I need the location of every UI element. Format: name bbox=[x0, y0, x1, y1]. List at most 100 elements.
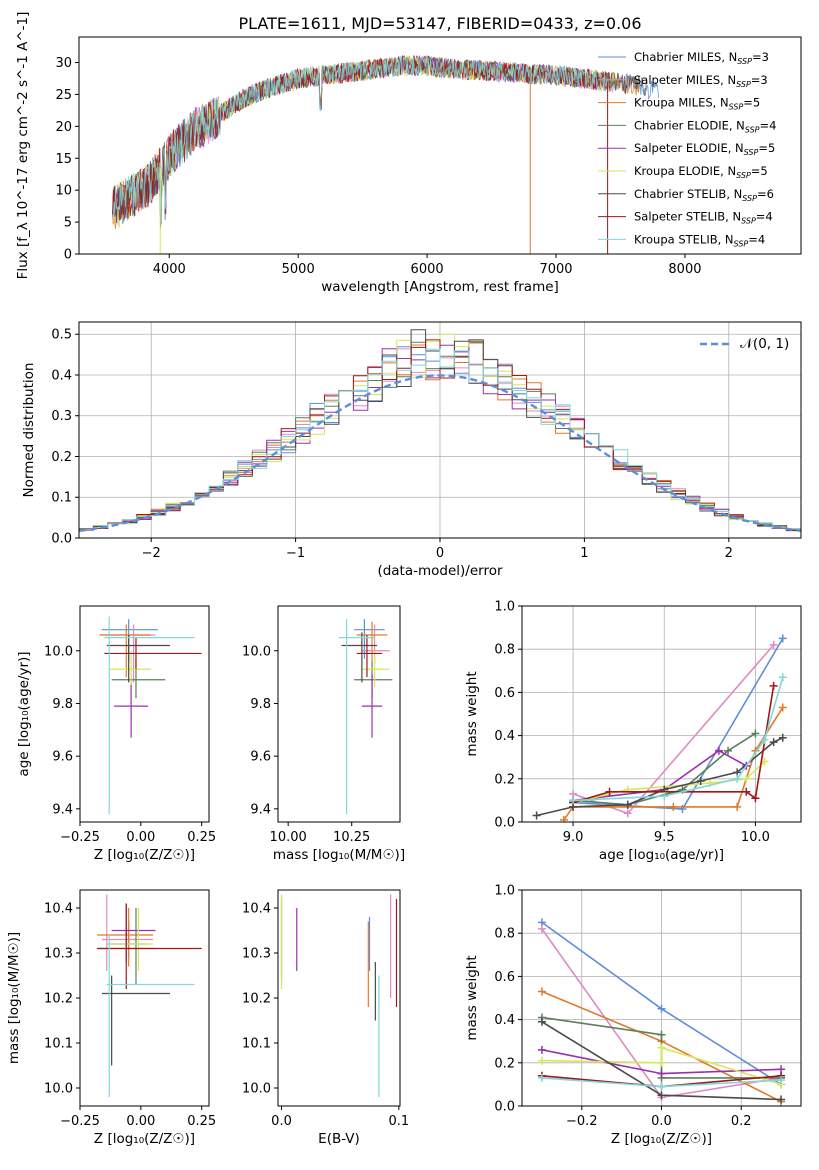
panel-residuals: −2 −1 0 1 2 0.0 0.1 0.2 0.3 0.4 0.5 (data-model)/er… bbox=[21, 321, 802, 579]
y-tick-label: 10 bbox=[55, 184, 72, 199]
weight-marker bbox=[657, 1030, 666, 1039]
panel-spectrum: 4000 5000 6000 7000 8000 0 5 10 15 20 25 30 waveleng… bbox=[15, 12, 802, 295]
weight-marker bbox=[623, 809, 632, 818]
x-tick-label: −0.25 bbox=[60, 830, 100, 845]
y-tick-label: 0.0 bbox=[494, 816, 515, 831]
weight-line bbox=[573, 749, 747, 802]
x-tick-label: 0.2 bbox=[731, 1114, 752, 1129]
y-axis-label: age [log₁₀(age/yr)] bbox=[16, 651, 32, 776]
y-tick-label: 0.2 bbox=[51, 450, 72, 465]
plot-area-weight-vs-age bbox=[532, 634, 787, 822]
weight-marker bbox=[537, 924, 546, 933]
panel-age-vs-mass: 10.00 10.25 9.4 9.6 9.8 10.0 mass [log₁₀(M/M☉)… bbox=[242, 605, 405, 863]
x-tick-label: −0.2 bbox=[566, 1114, 598, 1129]
panel-mass-vs-z: −0.25 0.00 0.25 10.0 10.1 10.2 10.3 10.4 Z [log₁… bbox=[6, 889, 216, 1147]
x-tick-label: 1 bbox=[580, 546, 588, 561]
y-axis-label: mass weight bbox=[464, 955, 480, 1040]
weight-marker bbox=[537, 1045, 546, 1054]
y-tick-label: 0.1 bbox=[51, 491, 72, 506]
y-tick-label: 9.4 bbox=[250, 802, 271, 817]
weight-marker bbox=[777, 1095, 786, 1104]
y-tick-label: 10.3 bbox=[242, 947, 271, 962]
weight-marker bbox=[778, 634, 787, 643]
legend-entry: 𝒩(0, 1) bbox=[740, 336, 789, 352]
weight-marker bbox=[537, 1073, 546, 1082]
y-tick-label: 9.8 bbox=[52, 697, 73, 712]
x-tick-label: −1 bbox=[286, 546, 305, 561]
axes-frame bbox=[79, 605, 210, 823]
y-tick-label: 1.0 bbox=[494, 884, 515, 899]
y-tick-label: 10.0 bbox=[242, 644, 271, 659]
x-tick-label: 9.5 bbox=[654, 830, 675, 845]
plot-area-weight-vs-z bbox=[537, 918, 786, 1106]
legend-entry: Kroupa STELIB, NSSP=4 bbox=[634, 232, 765, 248]
legend-entry: Kroupa ELODIE, NSSP=5 bbox=[634, 164, 768, 180]
x-tick-label: 0.25 bbox=[187, 830, 216, 845]
axes-frame bbox=[277, 605, 401, 823]
axes-frame bbox=[277, 889, 401, 1107]
weight-line bbox=[536, 737, 784, 817]
y-tick-label: 9.8 bbox=[250, 697, 271, 712]
weight-marker bbox=[778, 733, 787, 742]
spectrum-line bbox=[112, 55, 615, 229]
weight-marker bbox=[751, 729, 760, 738]
y-tick-label: 10.4 bbox=[44, 902, 73, 917]
x-tick-label: −0.25 bbox=[60, 1114, 100, 1129]
x-tick-label: 0.0 bbox=[651, 1114, 672, 1129]
x-tick-label: 10.25 bbox=[333, 830, 370, 845]
x-tick-label: 0.25 bbox=[187, 1114, 216, 1129]
weight-line bbox=[573, 637, 784, 810]
panel-weight-vs-age: 9.0 9.5 10.0 0.0 0.2 0.4 0.6 0.8 1.0 age [log₁₀(a… bbox=[464, 600, 802, 863]
y-tick-label: 10.0 bbox=[44, 644, 73, 659]
y-tick-label: 10.1 bbox=[242, 1037, 271, 1052]
weight-marker bbox=[769, 640, 778, 649]
x-tick-label: 6000 bbox=[411, 262, 444, 277]
y-tick-label: 0.0 bbox=[51, 532, 72, 547]
weight-marker bbox=[777, 1076, 786, 1085]
y-tick-label: 0.6 bbox=[494, 970, 515, 985]
x-axis-label: E(B-V) bbox=[318, 1131, 360, 1147]
panel-age-vs-z: −0.25 0.00 0.25 9.4 9.6 9.8 10.0 Z [log₁₀(Z/Z☉)… bbox=[16, 605, 216, 863]
y-tick-label: 10.2 bbox=[44, 992, 73, 1007]
weight-marker bbox=[724, 746, 733, 755]
weight-marker bbox=[559, 815, 568, 822]
y-tick-label: 0.6 bbox=[494, 686, 515, 701]
y-tick-label: 0.3 bbox=[51, 409, 72, 424]
weight-marker bbox=[714, 746, 723, 755]
plot-area-mass-vs-z bbox=[97, 894, 202, 1097]
weight-marker bbox=[760, 735, 769, 744]
histogram-step bbox=[79, 348, 801, 532]
x-tick-label: 0.00 bbox=[126, 1114, 155, 1129]
x-axis-label: (data-model)/error bbox=[377, 563, 503, 579]
weight-marker bbox=[733, 774, 742, 783]
plot-area-mass-vs-ebv bbox=[280, 894, 398, 1097]
axes-frame bbox=[521, 889, 802, 1107]
x-axis-label: mass [log₁₀(M/M☉)] bbox=[273, 847, 405, 863]
y-axis-label: mass weight bbox=[464, 671, 480, 756]
legend-entry: Salpeter ELODIE, NSSP=5 bbox=[634, 141, 775, 157]
x-tick-label: 2 bbox=[725, 546, 733, 561]
weight-line bbox=[563, 707, 784, 821]
y-tick-label: 15 bbox=[55, 152, 72, 167]
weight-line bbox=[572, 760, 766, 804]
x-axis-label: age [log₁₀(age/yr)] bbox=[599, 847, 724, 863]
legend-entry: Chabrier STELIB, NSSP=6 bbox=[634, 187, 774, 203]
legend-entry: Kroupa MILES, NSSP=5 bbox=[634, 96, 760, 112]
y-tick-label: 0.2 bbox=[494, 772, 515, 787]
legend-entry: Chabrier ELODIE, NSSP=4 bbox=[634, 118, 776, 134]
panel-weight-vs-z: −0.2 0.0 0.2 0.0 0.2 0.4 0.6 0.8 1.0 Z [log₁₀(Z/Z… bbox=[464, 884, 802, 1147]
y-tick-label: 10.0 bbox=[242, 1082, 271, 1097]
weight-marker bbox=[605, 787, 614, 796]
y-tick-label: 10.3 bbox=[44, 947, 73, 962]
y-axis-label: Normed distribution bbox=[21, 363, 37, 498]
weight-marker bbox=[532, 811, 541, 820]
y-tick-label: 9.6 bbox=[52, 750, 73, 765]
x-axis-label: Z [log₁₀(Z/Z☉)] bbox=[94, 1131, 195, 1147]
x-tick-label: 10.00 bbox=[270, 830, 307, 845]
plot-area-age-vs-z bbox=[99, 616, 202, 815]
weight-line bbox=[541, 1046, 782, 1086]
weight-marker bbox=[657, 1082, 666, 1091]
weight-marker bbox=[657, 1069, 666, 1078]
y-tick-label: 0.2 bbox=[494, 1056, 515, 1071]
plot-area-residuals bbox=[79, 329, 801, 533]
